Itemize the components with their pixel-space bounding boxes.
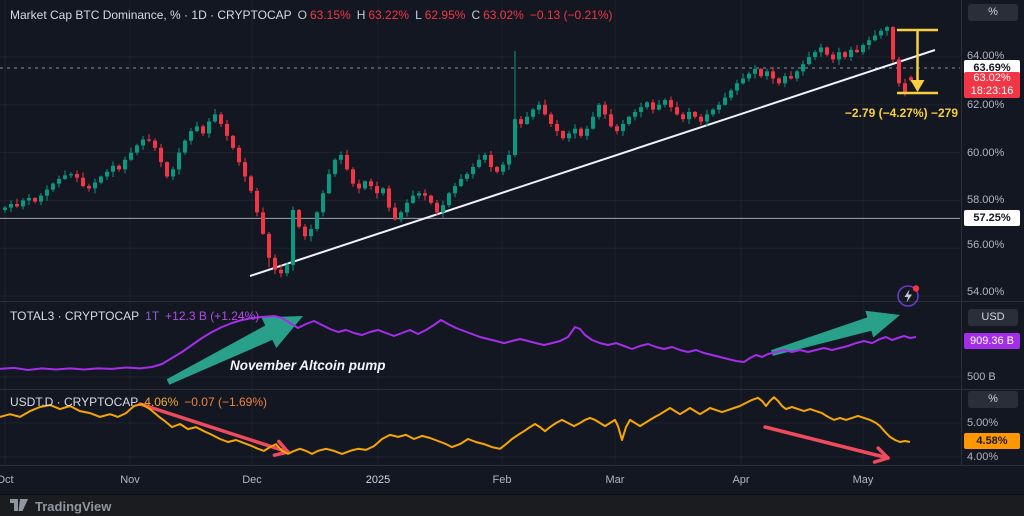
- measure-tool-label[interactable]: −2.79 (−4.27%) −279: [844, 106, 958, 120]
- time-label-mar: Mar: [605, 474, 625, 486]
- time-label-dec: Dec: [242, 474, 262, 486]
- spark-lightning-icon[interactable]: [895, 282, 921, 308]
- price-label-4.00: 4.00%: [967, 451, 999, 463]
- price-label-58.00: 58.00%: [967, 194, 1005, 206]
- ohlc-open-value: 63.15%: [309, 8, 351, 22]
- ohlc-high-letter: H: [356, 8, 366, 22]
- main-symbol-legend[interactable]: Market Cap BTC Dominance, % · 1D · CRYPT…: [10, 8, 613, 22]
- price-label-4.58: 4.58%: [964, 433, 1020, 449]
- time-label-feb: Feb: [492, 474, 512, 486]
- usdt-line-series[interactable]: [0, 396, 911, 455]
- price-label-60.00: 60.00%: [967, 147, 1005, 159]
- ohlc-low-letter: L: [415, 8, 422, 22]
- red-arrow-usdt-right[interactable]: [763, 425, 890, 464]
- usdt-legend[interactable]: USDT.D · CRYPTOCAP 4.06% −0.07 (−1.69%): [10, 395, 267, 409]
- chart-pane[interactable]: [0, 0, 1024, 465]
- price-range-measure-tool[interactable]: [897, 28, 938, 95]
- tradingview-logo-icon: [10, 498, 28, 511]
- trendline[interactable]: [249, 49, 936, 277]
- time-label-nov: Nov: [120, 474, 140, 486]
- price-axis[interactable]: % USD% 64.00% 63.69% 63.02% 18:23:16 62.00% 60.…: [961, 0, 1024, 465]
- unit-button-%[interactable]: %: [968, 4, 1018, 21]
- time-label-oct: Oct: [0, 474, 14, 486]
- price-label-500B: 500 B: [967, 371, 996, 383]
- teal-arrow-november-pump[interactable]: [166, 316, 303, 385]
- teal-arrow-right[interactable]: [771, 310, 900, 356]
- ohlc-open-letter: O: [297, 8, 307, 22]
- ohlc-high-value: 63.22%: [368, 8, 410, 22]
- price-label-54.00: 54.00%: [967, 286, 1005, 298]
- main-symbol-title[interactable]: Market Cap BTC Dominance, % · 1D · CRYPT…: [10, 8, 292, 22]
- unit-button-usd[interactable]: USD: [968, 309, 1018, 326]
- time-axis[interactable]: Oct Nov Dec 2025 Feb Mar Apr May: [0, 465, 1024, 495]
- price-label-56.00: 56.00%: [967, 239, 1005, 251]
- red-arrow-usdt-left[interactable]: [138, 402, 290, 457]
- price-label-63.02: 63.02% 18:23:16: [964, 72, 1020, 98]
- total3-legend[interactable]: TOTAL3 · CRYPTOCAP 1T +12.3 B (+1.24%): [10, 309, 259, 323]
- ohlc-close-letter: C: [471, 8, 481, 22]
- time-label-may: May: [852, 474, 874, 486]
- time-label-apr: Apr: [732, 474, 750, 486]
- usdt-value: 4.06%: [144, 395, 179, 409]
- price-label-62.00: 62.00%: [967, 99, 1005, 111]
- price-label-57.25: 57.25%: [964, 210, 1020, 226]
- ohlc-low-value: 62.95%: [424, 8, 466, 22]
- candlestick-series[interactable]: [3, 25, 913, 278]
- price-label-64.00: 64.00%: [967, 50, 1005, 62]
- total3-change: +12.3 B (+1.24%): [165, 309, 260, 323]
- pane-separator[interactable]: [0, 301, 1024, 302]
- total3-line-series[interactable]: [0, 315, 917, 371]
- altcoin-pump-annotation[interactable]: November Altcoin pump: [230, 358, 386, 373]
- ohlc-close-value: 63.02%: [483, 8, 524, 22]
- pane-separator[interactable]: [0, 389, 1024, 390]
- usdt-title[interactable]: USDT.D · CRYPTOCAP: [10, 395, 139, 409]
- usdt-change: −0.07 (−1.69%): [184, 395, 268, 409]
- price-label-5.00: 5.00%: [967, 417, 999, 429]
- price-label-909.36B: 909.36 B: [964, 333, 1020, 349]
- unit-button-%[interactable]: %: [968, 391, 1018, 408]
- total3-title[interactable]: TOTAL3 · CRYPTOCAP: [10, 309, 140, 323]
- tradingview-logo-text: TradingView: [35, 498, 112, 514]
- ohlc-change-value: −0.13 (−0.21%): [529, 8, 613, 22]
- footer-bar: TradingView: [0, 494, 1024, 516]
- total3-interval: 1T: [145, 309, 160, 323]
- time-label-2025: 2025: [365, 474, 391, 486]
- tradingview-logo[interactable]: TradingView: [10, 498, 112, 514]
